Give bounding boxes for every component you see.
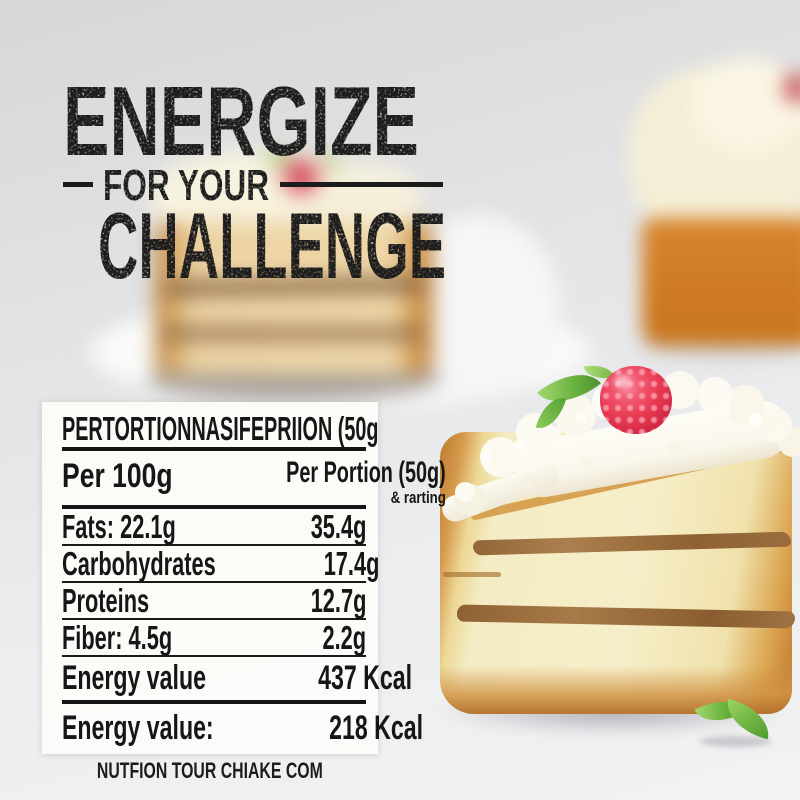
cream-topping [690,58,800,153]
cake-filling-layer [162,328,424,339]
row-label: Fats: 22.1g [62,507,176,545]
column-header-per100g: Per 100g [62,457,173,495]
raspberry [782,72,800,104]
row-value: 12.7g [310,581,366,619]
column-headers-row: Per 100g Per Portion (50g) & rarting [62,451,445,507]
table-row: Proteins 12.7g [62,581,366,620]
raspberry [600,366,672,434]
row-label: Energy value [62,659,206,697]
table-row: Carbohydrates 17.4g [62,544,379,583]
divider [62,505,366,509]
table-row: Fiber: 4.5g 2.2g [62,618,366,657]
cake-body [642,218,800,346]
column-header-subtext: & rarting [390,488,446,507]
title-line-3: CHALLENGE [98,193,446,293]
nutrition-table: PERTORTIONNASIFEPRIION (50g Per 100g Per… [42,402,445,754]
divider [62,447,366,451]
raspberry [283,160,319,194]
title-rule-right [280,182,443,187]
row-value: 218 Kcal [329,708,423,747]
row-label: Energy value: [62,708,214,747]
row-value: 35.4g [310,507,366,545]
title-dash-left [63,182,93,187]
cake-seam [443,572,501,577]
title-line-1: ENERGIZE [63,78,419,176]
row-label: Carbohydrates [62,544,216,582]
title-line-2: FOR YOUR [103,161,269,210]
nutrition-table-header-text: PERTORTIONNASIFEPRIION (50g [62,410,379,447]
table-total-row: Energy value: 218 Kcal [62,704,423,752]
row-value: 437 Kcal [317,659,412,697]
row-label: Proteins [62,581,150,619]
table-row: Fats: 22.1g 35.4g [62,507,366,546]
row-value: 17.4g [323,544,380,582]
cake-slice-photo [433,358,800,745]
table-row: Energy value 437 Kcal [62,657,412,700]
mint-sprig-shadow [700,736,772,747]
title-block: ENERGIZE FOR YOUR CHALLENGE [63,78,446,293]
cream-crumbles [483,452,492,461]
divider [62,700,366,704]
column-header-per-portion: Per Portion (50g) & rarting [285,456,446,507]
row-label: Fiber: 4.5g [62,618,173,656]
nutrition-table-header: PERTORTIONNASIFEPRIION (50g [62,411,378,447]
cake-body [155,222,433,374]
tagline: NUTFION TOUR CHIAKE COM [97,758,323,783]
row-value: 2.2g [322,618,366,656]
cream-blobs [455,482,475,502]
